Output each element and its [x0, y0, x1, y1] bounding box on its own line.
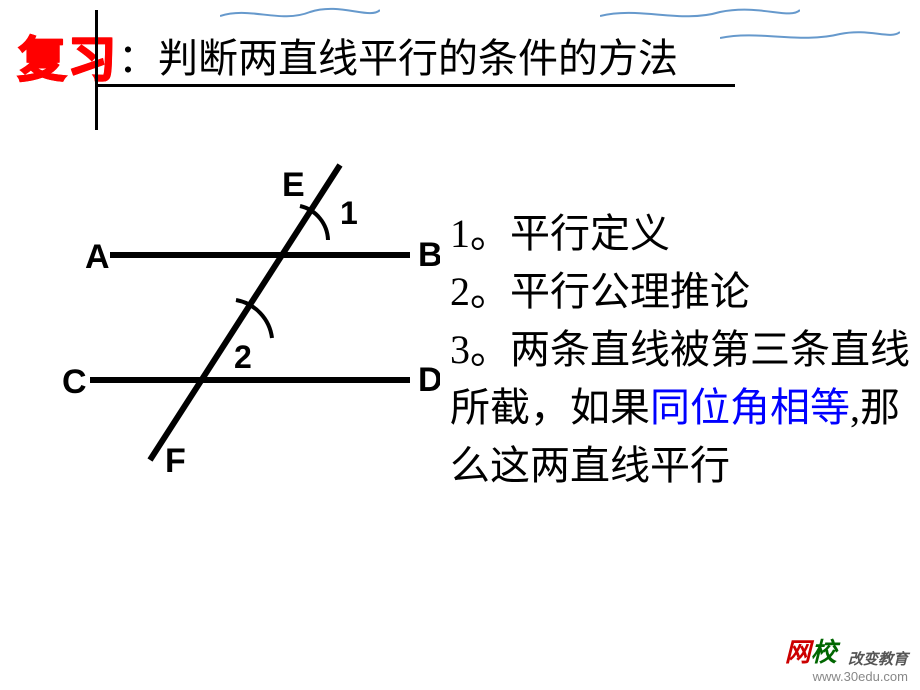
footer-logo: 网校 改变教育 www.30edu.com	[785, 632, 908, 684]
angle-2: 2	[234, 339, 252, 375]
item-3: 3。两条直线被第三条直线所截，如果同位角相等,那么这两直线平行	[450, 321, 910, 495]
item-1: 1。平行定义	[450, 205, 910, 263]
logo-char-2: 校	[811, 637, 837, 667]
slide-header: 复习：判断两直线平行的条件的方法	[18, 20, 902, 90]
logo-tagline: 改变教育	[848, 648, 908, 669]
label-C: C	[62, 363, 87, 401]
label-D: D	[418, 361, 440, 399]
parallel-lines-diagram: A B C D E F 1 2	[60, 150, 440, 490]
label-B: B	[418, 236, 440, 274]
logo-char-1: 网	[785, 637, 811, 667]
item-2: 2。平行公理推论	[450, 263, 910, 321]
logo-url: www.30edu.com	[785, 669, 908, 684]
review-label: 复习	[18, 20, 118, 90]
label-F: F	[165, 442, 186, 480]
label-E: E	[282, 166, 305, 204]
highlight-text: 同位角相等	[650, 385, 850, 430]
title-vertical-line	[95, 10, 98, 130]
title-underline	[95, 84, 735, 87]
body-text: 1。平行定义 2。平行公理推论 3。两条直线被第三条直线所截，如果同位角相等,那…	[450, 205, 910, 495]
label-A: A	[85, 238, 110, 276]
slide-title: ：判断两直线平行的条件的方法	[118, 26, 678, 84]
angle-1: 1	[340, 195, 358, 231]
